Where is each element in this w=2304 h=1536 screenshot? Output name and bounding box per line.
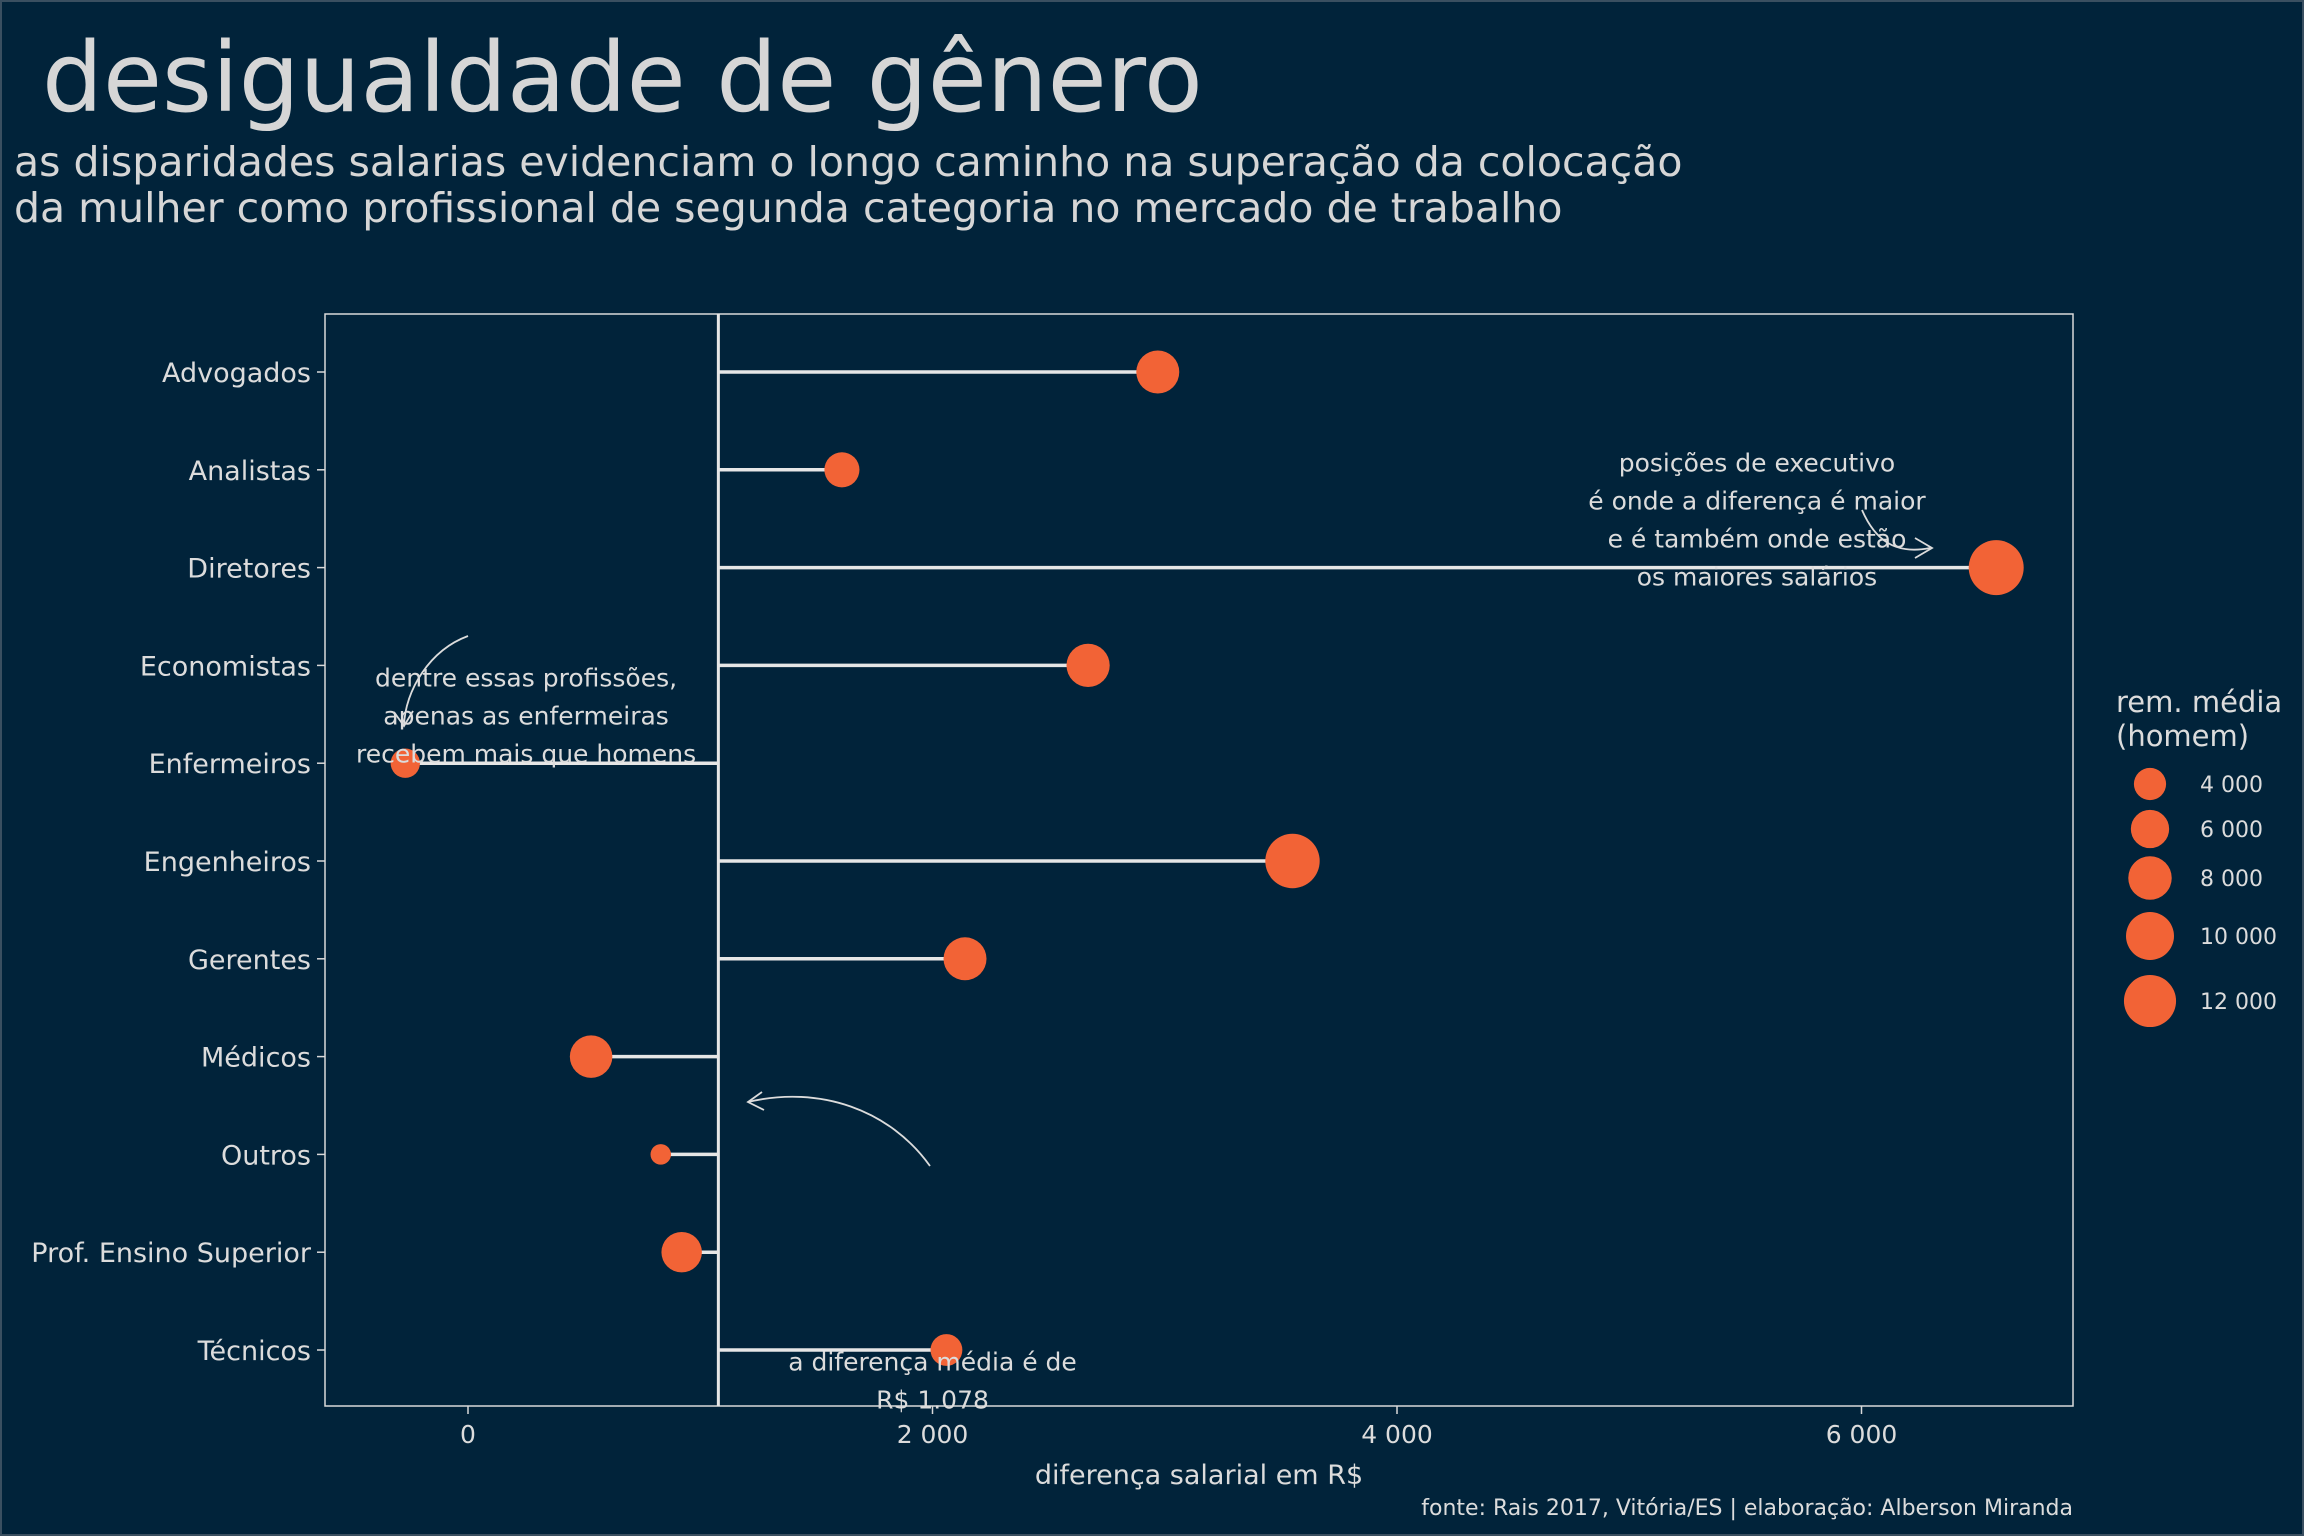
x-tick-label-1: 2 000 — [897, 1420, 969, 1449]
legend-key-4 — [2123, 974, 2177, 1028]
annotation-2-line-0: a diferença média é de — [788, 1347, 1077, 1376]
x-tick-label-3: 6 000 — [1826, 1420, 1898, 1449]
legend-label-4: 12 000 — [2200, 990, 2277, 1015]
annotation-arrow-2 — [747, 1095, 931, 1167]
y-axis: Advogados Analistas Diretores Economistas En… — [31, 358, 325, 1367]
annotation-arrowhead-0 — [1914, 537, 1934, 559]
point-7 — [569, 1035, 613, 1078]
point-1 — [824, 452, 860, 488]
legend-key-1 — [2130, 809, 2170, 849]
point-9 — [661, 1231, 702, 1273]
point-2 — [1968, 540, 2024, 596]
legend-label-0: 4 000 — [2200, 773, 2263, 798]
plot-panel — [324, 313, 2074, 1407]
points-group — [390, 350, 2024, 1366]
point-8 — [650, 1144, 672, 1165]
point-5 — [1265, 833, 1320, 889]
annotation-arrowhead-2 — [746, 1091, 765, 1111]
x-axis-title: diferença salarial em R$ — [1035, 1460, 1363, 1491]
size-legend: rem. média(homem) 4 000 6 000 8 000 10 000 12… — [2116, 685, 2282, 1028]
legend-key-2 — [2128, 856, 2172, 900]
y-tick-label-3: Economistas — [140, 651, 311, 682]
y-tick-label-5: Engenheiros — [144, 847, 311, 878]
y-tick-label-9: Prof. Ensino Superior — [31, 1238, 312, 1269]
legend-title-line-1: (homem) — [2116, 719, 2249, 753]
annotation-0-line-0: posições de executivo — [1619, 449, 1896, 478]
x-axis: 0 2 000 4 000 6 000 — [460, 1406, 1897, 1449]
annotation-arrow-1 — [403, 635, 469, 727]
point-6 — [943, 937, 987, 981]
point-3 — [1066, 643, 1110, 688]
point-4 — [390, 748, 420, 778]
legend-key-3 — [2126, 912, 2174, 960]
point-0 — [1136, 350, 1180, 394]
chart-subtitle-line-2: da mulher como profissional de segunda c… — [14, 184, 1563, 232]
y-tick-label-8: Outros — [221, 1140, 311, 1171]
annotation-2-line-1: R$ 1.078 — [876, 1385, 989, 1414]
legend-key-0 — [2133, 767, 2167, 801]
y-tick-label-2: Diretores — [187, 554, 311, 585]
legend-label-3: 10 000 — [2200, 925, 2277, 950]
legend-label-2: 8 000 — [2200, 867, 2263, 892]
y-tick-label-7: Médicos — [201, 1043, 311, 1074]
y-tick-label-1: Analistas — [189, 456, 311, 487]
annotation-arrowhead-1 — [393, 710, 414, 728]
point-10 — [930, 1334, 963, 1366]
caption: fonte: Rais 2017, Vitória/ES | elaboraçã… — [1421, 1496, 2073, 1521]
legend-title-line-0: rem. média — [2116, 685, 2282, 719]
annotation-1-line-2: recebem mais que homens — [356, 739, 696, 768]
annotation-1-line-0: dentre essas profissões, — [375, 663, 677, 692]
annotations-group: posições de executivo é onde a diferença … — [356, 449, 1934, 1414]
y-tick-label-4: Enfermeiros — [149, 749, 311, 780]
annotation-0-line-3: os maiores salários — [1637, 563, 1877, 592]
segments-group — [405, 370, 1997, 1352]
y-tick-label-10: Técnicos — [197, 1336, 311, 1367]
legend-label-1: 6 000 — [2200, 818, 2263, 843]
x-tick-label-0: 0 — [460, 1420, 476, 1449]
chart-title: desigualdade de gênero — [42, 22, 1203, 134]
annotation-arrow-0 — [1861, 509, 1931, 551]
y-tick-label-6: Gerentes — [188, 945, 311, 976]
chart-subtitle-line-1: as disparidades salarias evidenciam o lo… — [14, 138, 1683, 186]
y-tick-label-0: Advogados — [162, 358, 311, 389]
annotation-1-line-1: apenas as enfermeiras — [383, 701, 669, 730]
annotation-0-line-2: e é também onde estão — [1608, 525, 1907, 554]
annotation-0-line-1: é onde a diferença é maior — [1588, 487, 1926, 516]
x-tick-label-2: 4 000 — [1361, 1420, 1433, 1449]
